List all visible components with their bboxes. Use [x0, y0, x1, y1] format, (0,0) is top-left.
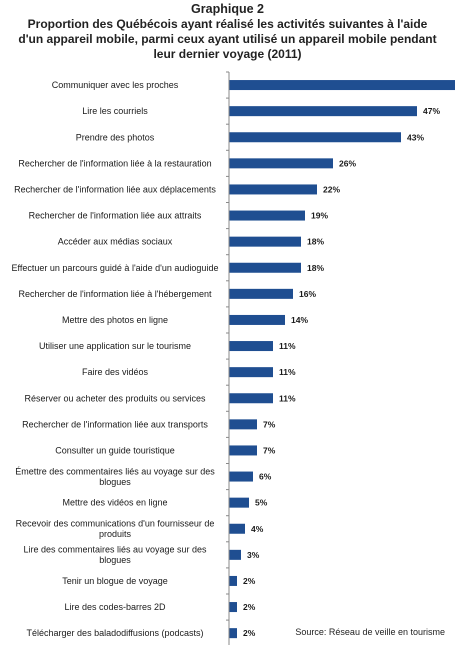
value-label: 4% — [251, 524, 264, 534]
category-label: Consulter un guide touristique — [55, 445, 175, 455]
value-label: 19% — [311, 211, 328, 221]
bar — [229, 132, 401, 143]
value-label: 22% — [323, 184, 340, 194]
bar — [229, 288, 293, 299]
value-label: 47% — [423, 106, 440, 116]
category-label: Émettre des commentaires liés au voyage … — [15, 466, 215, 487]
category-label: Rechercher de l'information liée aux dép… — [14, 184, 216, 194]
bar — [229, 575, 237, 586]
chart-title: Proportion des Québécois ayant réalisé l… — [18, 17, 437, 61]
bar — [229, 549, 241, 560]
bar — [229, 367, 273, 378]
value-label: 16% — [299, 289, 316, 299]
bar — [229, 262, 301, 273]
category-label: Mettre des vidéos en ligne — [62, 498, 167, 508]
bar — [229, 602, 237, 613]
category-label: Réserver ou acheter des produits ou serv… — [24, 393, 206, 403]
value-label: 43% — [407, 132, 424, 142]
category-label: Faire des vidéos — [82, 367, 149, 377]
bar — [229, 628, 237, 639]
category-label: Lire les courriels — [82, 106, 148, 116]
value-label: 18% — [307, 263, 324, 273]
bar — [229, 184, 317, 195]
bar — [229, 80, 455, 91]
category-label: Utiliser une application sur le tourisme — [39, 341, 191, 351]
category-label: Prendre des photos — [76, 132, 155, 142]
bar — [229, 393, 273, 404]
chart-header: Graphique 2 Proportion des Québécois aya… — [0, 2, 455, 62]
value-label: 7% — [263, 419, 276, 429]
bar — [229, 341, 273, 352]
value-label: 2% — [243, 602, 256, 612]
bar — [229, 497, 249, 508]
bar — [229, 158, 333, 169]
bars-group: Communiquer avec les proches68%Lire les … — [12, 71, 455, 645]
category-label: Lire des commentaires liés au voyage sur… — [23, 545, 207, 566]
bar — [229, 523, 245, 534]
source-note: Source: Réseau de veille en tourisme — [295, 627, 445, 637]
category-label: Effectuer un parcours guidé à l'aide d'u… — [12, 263, 219, 273]
value-label: 11% — [279, 367, 296, 377]
bar — [229, 471, 253, 482]
value-label: 5% — [255, 498, 268, 508]
bar — [229, 445, 257, 456]
category-label: Recevoir des communications d'un fournis… — [16, 519, 215, 540]
category-label: Communiquer avec les proches — [52, 80, 179, 90]
category-label: Accéder aux médias sociaux — [58, 237, 173, 247]
value-label: 6% — [259, 472, 272, 482]
bar — [229, 106, 417, 117]
value-label: 26% — [339, 158, 356, 168]
value-label: 18% — [307, 237, 324, 247]
figure-number: Graphique 2 — [191, 2, 264, 16]
value-label: 14% — [291, 315, 308, 325]
bar — [229, 419, 257, 430]
value-label: 2% — [243, 628, 256, 638]
value-label: 11% — [279, 341, 296, 351]
category-label: Rechercher de l'information liée aux att… — [29, 211, 202, 221]
value-label: 11% — [279, 393, 296, 403]
value-label: 7% — [263, 445, 276, 455]
bar — [229, 236, 301, 247]
value-label: 2% — [243, 576, 256, 586]
value-label: 3% — [247, 550, 260, 560]
bar — [229, 314, 285, 325]
bar — [229, 210, 305, 221]
category-label: Lire des codes-barres 2D — [64, 602, 166, 612]
category-label: Rechercher de l'information liée à la re… — [18, 158, 211, 168]
category-label: Télécharger des baladodiffusions (podcas… — [27, 628, 204, 638]
category-label: Rechercher de l'information liée aux tra… — [22, 419, 208, 429]
category-label: Mettre des photos en ligne — [62, 315, 168, 325]
category-label: Rechercher de l'information liée à l'héb… — [18, 289, 212, 299]
category-label: Tenir un blogue de voyage — [62, 576, 168, 586]
